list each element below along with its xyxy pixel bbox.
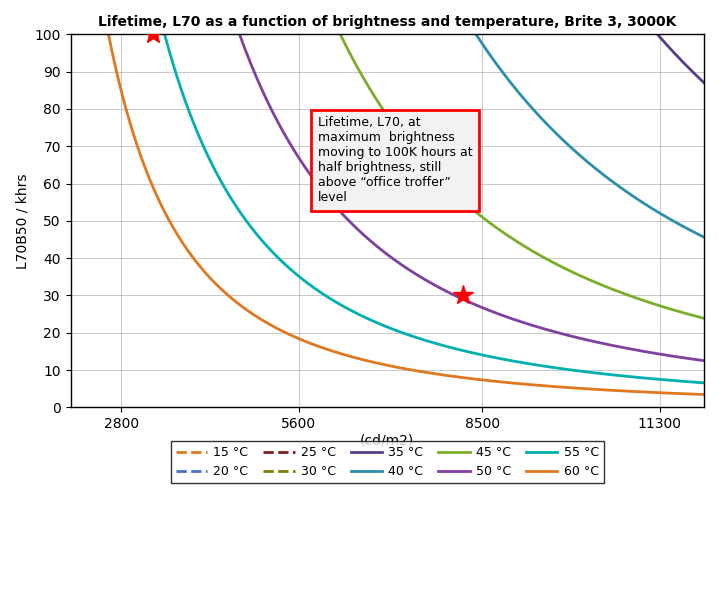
Title: Lifetime, L70 as a function of brightness and temperature, Brite 3, 3000K: Lifetime, L70 as a function of brightnes… xyxy=(98,15,677,29)
Text: Lifetime, L70, at
maximum  brightness
moving to 100K hours at
half brightness, s: Lifetime, L70, at maximum brightness mov… xyxy=(318,116,472,204)
Y-axis label: L70B50 / khrs: L70B50 / khrs xyxy=(15,173,29,268)
Legend: 15 °C, 20 °C, 25 °C, 30 °C, 35 °C, 40 °C, 45 °C, 50 °C, 55 °C, 60 °C: 15 °C, 20 °C, 25 °C, 30 °C, 35 °C, 40 °C… xyxy=(171,441,604,484)
X-axis label: (cd/m2): (cd/m2) xyxy=(360,434,414,448)
